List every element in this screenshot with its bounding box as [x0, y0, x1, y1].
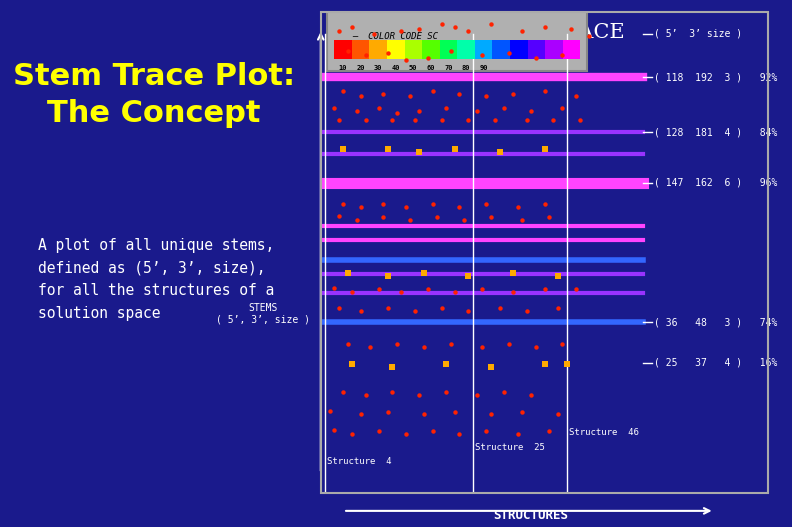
- Bar: [440, 40, 457, 58]
- Text: ( 118  192  3 )   92%: ( 118 192 3 ) 92%: [654, 72, 778, 82]
- Text: ( 25   37   4 )   16%: ( 25 37 4 ) 16%: [654, 358, 778, 368]
- Text: 70: 70: [444, 64, 453, 71]
- Text: ( 36   48   3 )   74%: ( 36 48 3 ) 74%: [654, 317, 778, 327]
- Bar: [493, 40, 510, 58]
- Bar: [527, 40, 545, 58]
- Bar: [510, 40, 527, 58]
- Text: —  COLOR CODE SC: — COLOR CODE SC: [352, 32, 438, 41]
- Bar: [334, 40, 352, 58]
- Text: Structure  25: Structure 25: [475, 443, 545, 452]
- Text: ( 128  181  4 )   84%: ( 128 181 4 ) 84%: [654, 128, 778, 137]
- Bar: [369, 40, 387, 58]
- Text: ( 147  162  6 )   96%: ( 147 162 6 ) 96%: [654, 178, 778, 188]
- Text: ( 5’  3’ size ): ( 5’ 3’ size ): [654, 29, 742, 39]
- Text: 60: 60: [427, 64, 435, 71]
- Text: 30: 30: [374, 64, 383, 71]
- Bar: [422, 40, 440, 58]
- Text: 40: 40: [391, 64, 400, 71]
- Text: STEM   TRACE: STEM TRACE: [464, 23, 625, 42]
- Bar: [545, 40, 563, 58]
- Text: Structure  46: Structure 46: [569, 428, 639, 437]
- Text: Stem Trace Plot:
The Concept: Stem Trace Plot: The Concept: [13, 62, 295, 128]
- FancyBboxPatch shape: [327, 11, 587, 71]
- Text: 80: 80: [462, 64, 470, 71]
- Text: STEMS
( 5’, 3’, size ): STEMS ( 5’, 3’, size ): [216, 303, 310, 324]
- Bar: [352, 40, 369, 58]
- Bar: [457, 40, 475, 58]
- Bar: [405, 40, 422, 58]
- Text: 20: 20: [356, 64, 365, 71]
- Bar: [563, 40, 581, 58]
- Text: A plot of all unique stems,
defined as (5’, 3’, size),
for all the structures of: A plot of all unique stems, defined as (…: [39, 238, 275, 321]
- Text: 10: 10: [339, 64, 347, 71]
- Text: STRUCTURES: STRUCTURES: [493, 509, 569, 522]
- Text: 50: 50: [409, 64, 417, 71]
- Text: Structure  4: Structure 4: [327, 457, 392, 466]
- Bar: [387, 40, 405, 58]
- Bar: [475, 40, 493, 58]
- Text: 90: 90: [479, 64, 488, 71]
